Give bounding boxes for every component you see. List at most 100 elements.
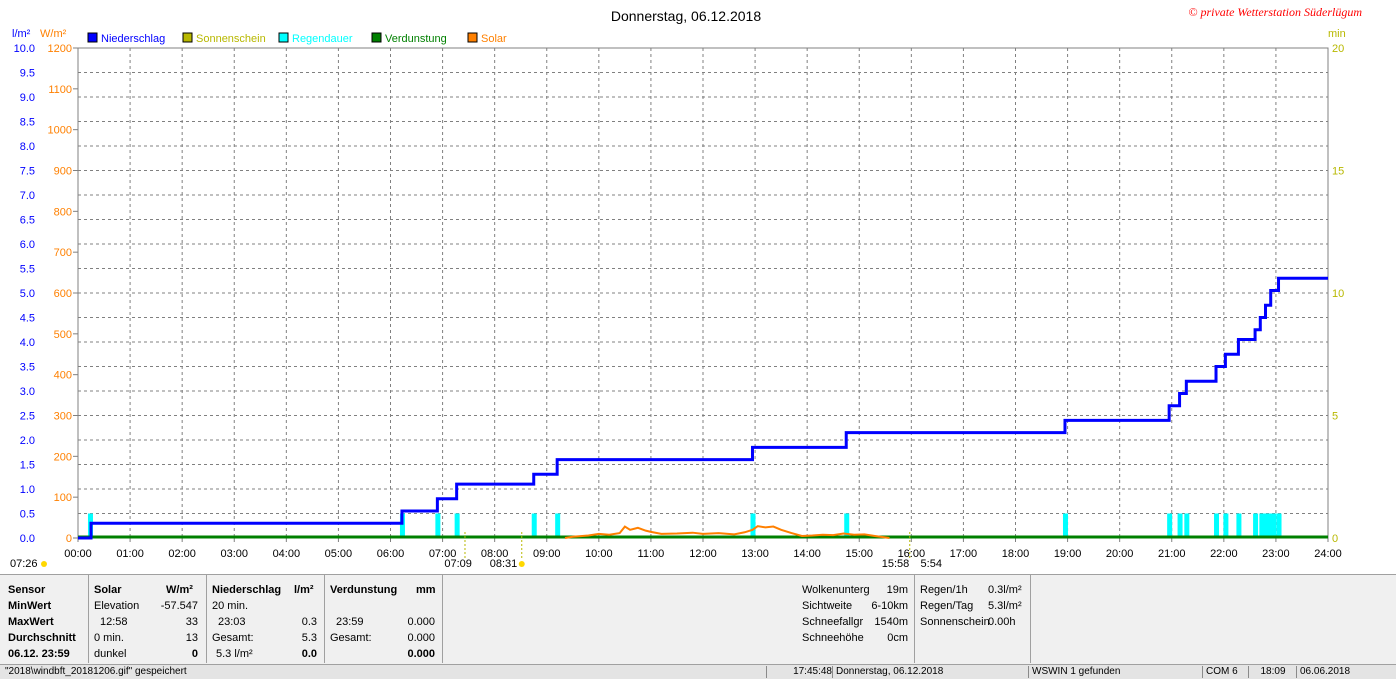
evap-label-1: 23:59	[336, 616, 364, 628]
solar-tick-label: 1200	[48, 43, 72, 55]
chart-title: Donnerstag, 06.12.2018	[611, 8, 761, 24]
solar-tick-label: 300	[54, 411, 72, 423]
solar-tick-label: 100	[54, 492, 72, 504]
rain-value-2: 5.3	[301, 632, 317, 644]
evap-header: Verdunstung	[330, 584, 398, 596]
status-date: Donnerstag, 06.12.2018	[832, 666, 1026, 678]
solar-tick-label: 1000	[48, 125, 72, 137]
rain-tick-label: 7.5	[20, 166, 35, 178]
regen-value-1: 5.3l/m²	[988, 600, 1022, 612]
solar-tick-label: 200	[54, 451, 72, 463]
sensor-row-max: MaxWert	[8, 616, 54, 628]
time-tick-label: 09:00	[533, 548, 561, 560]
rain-tick-label: 3.5	[20, 362, 35, 374]
time-tick-label: 11:00	[638, 548, 665, 560]
cloud-value-2: 1540m	[874, 616, 908, 628]
panel-divider	[1030, 575, 1031, 663]
minutes-axis: 0 5 10 15 20	[1332, 43, 1344, 545]
solar-value-3: 0	[191, 648, 198, 660]
panel-divider	[442, 575, 443, 663]
minutes-tick-label: 0	[1332, 533, 1338, 545]
time-tick-label: 13:00	[741, 548, 769, 560]
sun-icon	[41, 561, 47, 567]
legend-swatch	[371, 32, 382, 43]
precipitation-line	[78, 276, 1328, 540]
time-tick-label: 14:00	[793, 548, 821, 560]
solar-value-0: -57.547	[160, 600, 198, 612]
summary-panel: Sensor MinWert MaxWert Durchschnitt 06.1…	[0, 574, 1396, 679]
solar-tick-label: 600	[54, 288, 72, 300]
rain-tick-label: 6.5	[20, 215, 35, 227]
time-tick-label: 18:00	[1002, 548, 1030, 560]
evap-value-3: 0.000	[407, 648, 435, 660]
legend-label: Solar	[481, 33, 507, 45]
time-tick-label: 00:00	[64, 548, 92, 560]
rain-tick-label: 6.0	[20, 239, 35, 251]
solar-label-0: Elevation	[94, 600, 140, 612]
rain-tick-label: 9.5	[20, 68, 35, 80]
solar-line	[564, 525, 890, 539]
sunset-time-label: 15:58	[882, 558, 910, 570]
rain-label-0: 20 min.	[212, 600, 249, 612]
rain-value-3: 0.0	[301, 648, 317, 660]
weather-chart: Donnerstag, 06.12.2018 © private Wetters…	[10, 5, 1362, 570]
rain-tick-label: 0.5	[20, 509, 35, 521]
time-tick-label: 04:00	[273, 548, 301, 560]
solar-label-1: 12:58	[100, 616, 128, 628]
rain-duration-bar	[1259, 513, 1265, 538]
rain-duration-bar	[750, 513, 756, 538]
status-time: 17:45:48	[766, 666, 832, 678]
rain-tick-label: 3.0	[20, 386, 35, 398]
rain-label-2: Gesamt:	[212, 632, 254, 644]
sensor-row-min: MinWert	[8, 600, 52, 612]
solar-tick-label: 900	[54, 166, 72, 178]
second-time-label: 08:31	[490, 558, 518, 570]
sensor-header: Sensor	[8, 584, 46, 596]
time-tick-label: 03:00	[220, 548, 248, 560]
regen-label-0: Regen/1h	[920, 584, 968, 596]
rain-tick-label: 5.5	[20, 264, 35, 276]
rain-axis: 0.0 0.5 1.0 1.5 2.0 2.5 3.0 3.5 4.0 4.5 5.0 5.5 6.0 6…	[14, 43, 35, 545]
cloud-value-0: 19m	[886, 584, 908, 596]
solar-value-2: 13	[185, 632, 198, 644]
series-layer	[78, 276, 1328, 540]
rain-tick-label: 0.0	[20, 533, 35, 545]
rain-tick-label: 4.0	[20, 337, 35, 349]
sunrise-time-label: 07:26	[10, 558, 38, 570]
solar-label-3: dunkel	[94, 648, 127, 660]
legend-label: Niederschlag	[101, 33, 165, 45]
time-tick-label: 06:00	[377, 548, 405, 560]
evap-unit: mm	[416, 584, 436, 596]
rain-header: Niederschlag	[212, 584, 282, 596]
minutes-axis-unit: min	[1328, 28, 1346, 40]
rain-duration-bar	[1271, 513, 1277, 538]
time-tick-label: 10:00	[585, 548, 613, 560]
time-tick-label: 05:00	[325, 548, 353, 560]
rain-duration-bar	[1236, 513, 1242, 538]
regen-label-1: Regen/Tag	[920, 600, 974, 612]
solar-tick-label: 700	[54, 247, 72, 259]
rain-tick-label: 9.0	[20, 92, 35, 104]
rain-unit: l/m²	[294, 584, 314, 596]
rain-duration-bar	[1223, 513, 1229, 538]
rain-tick-label: 2.0	[20, 435, 35, 447]
rain-duration-bar	[1177, 513, 1183, 538]
time-tick-label: 24:00	[1314, 548, 1342, 560]
copyright-label: © private Wetterstation Süderlügum	[1188, 5, 1362, 19]
cloud-value-3: 0cm	[887, 632, 908, 644]
panel-divider	[914, 575, 915, 663]
solar-axis: 0 100 200 300 400 500 600 700 800 900 1000 1100 1200	[48, 43, 78, 545]
grid	[78, 48, 1328, 538]
solar-tick-label: 0	[66, 533, 72, 545]
sensor-row-avg: Durchschnitt	[8, 632, 76, 644]
minutes-tick-label: 20	[1332, 43, 1344, 55]
time-tick-label: 08:00	[481, 548, 509, 560]
time-tick-label: 22:00	[1210, 548, 1238, 560]
rain-label-1: 23:03	[218, 616, 246, 628]
rain-tick-label: 4.5	[20, 313, 35, 325]
rain-tick-label: 7.0	[20, 190, 35, 202]
status-bar: "2018\windbft_20181206.gif" gespeichert …	[0, 664, 1396, 679]
sunshine-duration-label: 5:54	[921, 558, 942, 570]
rain-tick-label: 8.5	[20, 117, 35, 129]
rain-tick-label: 2.5	[20, 411, 35, 423]
